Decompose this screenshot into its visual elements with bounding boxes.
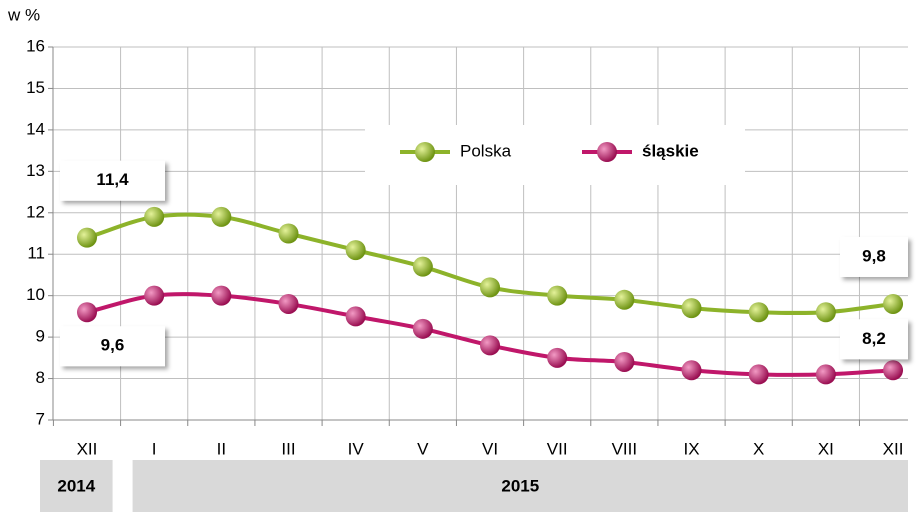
- point: [614, 351, 635, 372]
- point: [614, 289, 635, 310]
- point: [345, 306, 366, 327]
- y-tick-label: 8: [36, 368, 45, 387]
- x-tick-label: II: [217, 439, 226, 458]
- point: [748, 364, 769, 385]
- point: [144, 206, 165, 227]
- point: [211, 285, 232, 306]
- label-box: [60, 326, 165, 367]
- point: [211, 206, 232, 227]
- label-box: [840, 236, 908, 277]
- point: [681, 298, 702, 319]
- x-tick-label: VIII: [612, 439, 638, 458]
- point: [681, 360, 702, 381]
- point: [547, 347, 568, 368]
- x-tick-label: XII: [883, 439, 904, 458]
- data-label: 11,4: [96, 170, 129, 189]
- year-band: [40, 460, 113, 512]
- y-tick-label: 9: [36, 327, 45, 346]
- data-label: 9,8: [862, 246, 886, 265]
- x-tick-label: XII: [77, 439, 98, 458]
- point: [77, 227, 97, 248]
- data-label: 8,2: [862, 329, 886, 348]
- y-tick-label: 15: [26, 78, 45, 97]
- y-tick-label: 13: [26, 161, 45, 180]
- y-axis-label: w %: [7, 5, 40, 24]
- x-tick-label: III: [281, 439, 295, 458]
- point: [815, 302, 836, 323]
- x-tick-label: X: [753, 439, 764, 458]
- series-line: [86, 212, 894, 316]
- legend-label: śląskie: [642, 141, 699, 160]
- year-band: [132, 460, 908, 512]
- point: [480, 335, 501, 356]
- point: [144, 285, 165, 306]
- data-label: 9,6: [101, 336, 125, 355]
- y-tick-label: 12: [26, 202, 45, 221]
- point: [77, 302, 97, 323]
- y-tick-label: 7: [36, 409, 45, 428]
- point: [748, 302, 769, 323]
- y-tick-label: 11: [27, 244, 45, 263]
- point: [815, 364, 836, 385]
- x-tick-label: V: [417, 439, 429, 458]
- point: [278, 223, 299, 244]
- x-tick-label: I: [152, 439, 157, 458]
- series-line: [86, 292, 894, 377]
- x-tick-label: VII: [547, 439, 568, 458]
- y-tick-label: 16: [26, 36, 45, 55]
- point: [278, 293, 299, 314]
- x-tick-label: IX: [683, 439, 699, 458]
- label-box: [60, 160, 165, 201]
- legend-marker: [597, 142, 617, 162]
- year-label: 2015: [501, 476, 539, 495]
- x-tick-label: VI: [482, 439, 498, 458]
- point: [345, 240, 366, 261]
- y-tick-label: 10: [26, 285, 45, 304]
- point: [412, 318, 433, 339]
- point: [883, 360, 904, 381]
- point: [883, 293, 904, 314]
- point: [547, 285, 568, 306]
- point: [412, 256, 433, 277]
- year-label: 2014: [57, 476, 95, 495]
- x-tick-label: IV: [348, 439, 365, 458]
- y-tick-label: 14: [26, 119, 45, 138]
- x-tick-label: XI: [818, 439, 834, 458]
- point: [480, 277, 501, 298]
- legend-label: Polska: [460, 141, 512, 160]
- legend-marker: [415, 142, 435, 162]
- label-box: [840, 319, 908, 360]
